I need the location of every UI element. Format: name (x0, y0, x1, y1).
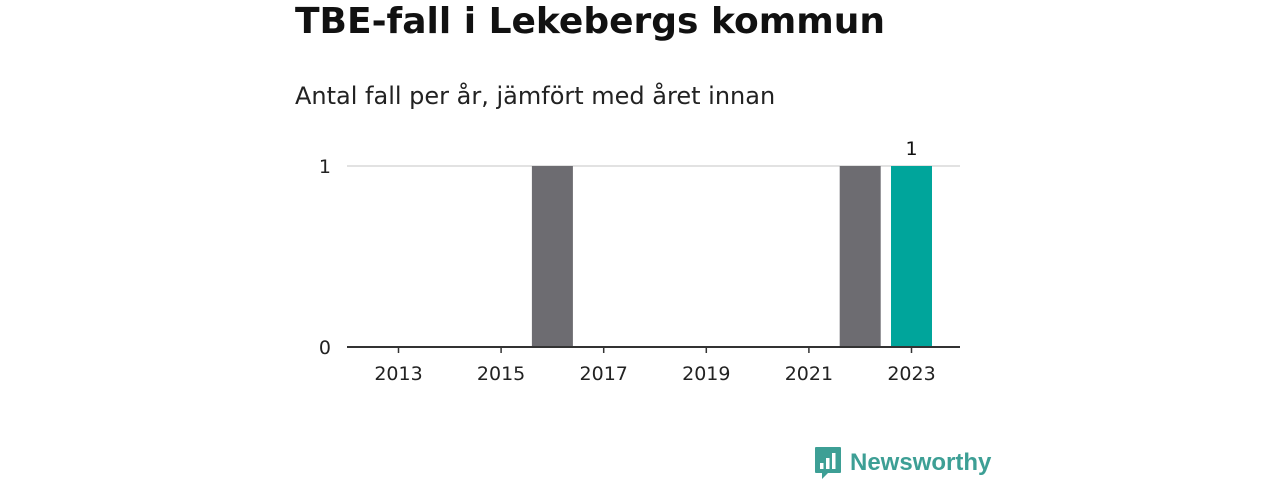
y-tick-label: 0 (319, 337, 331, 359)
bar (839, 166, 881, 347)
x-tick-label: 2013 (374, 363, 422, 385)
x-tick-label: 2019 (682, 363, 730, 385)
y-tick-label: 1 (319, 156, 331, 178)
x-tick-label: 2015 (477, 363, 525, 385)
newsworthy-brand: Newsworthy (814, 446, 991, 480)
bar (531, 166, 573, 347)
chart-title: TBE-fall i Lekebergs kommun (295, 1, 885, 42)
data-label: 1 (905, 138, 917, 160)
x-tick-label: 2021 (785, 363, 833, 385)
bar (891, 166, 932, 347)
x-tick-label: 2017 (580, 363, 628, 385)
brand-name: Newsworthy (850, 449, 992, 476)
newsworthy-logo-icon (815, 447, 841, 479)
x-tick-label: 2023 (887, 363, 935, 385)
chart-subtitle: Antal fall per år, jämfört med året inna… (295, 82, 776, 110)
